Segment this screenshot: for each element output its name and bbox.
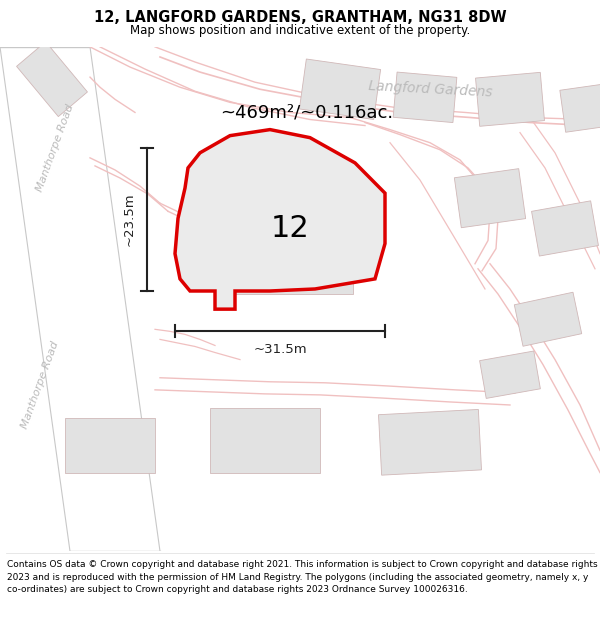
Text: Manthorpe Road: Manthorpe Road [35, 102, 76, 192]
Polygon shape [218, 183, 353, 294]
Polygon shape [393, 72, 457, 122]
Polygon shape [454, 169, 526, 228]
Text: ~31.5m: ~31.5m [253, 343, 307, 356]
Text: 12, LANGFORD GARDENS, GRANTHAM, NG31 8DW: 12, LANGFORD GARDENS, GRANTHAM, NG31 8DW [94, 10, 506, 25]
Polygon shape [479, 351, 541, 398]
Polygon shape [210, 408, 320, 473]
Text: ~23.5m: ~23.5m [122, 192, 136, 246]
Polygon shape [175, 129, 385, 309]
Polygon shape [514, 292, 582, 346]
Polygon shape [0, 47, 160, 551]
Text: Contains OS data © Crown copyright and database right 2021. This information is : Contains OS data © Crown copyright and d… [7, 560, 598, 594]
Polygon shape [17, 42, 88, 117]
Text: Manthorpe Road: Manthorpe Road [20, 340, 61, 430]
Polygon shape [65, 418, 155, 473]
Text: Langford Gardens: Langford Gardens [368, 79, 493, 99]
Polygon shape [532, 201, 598, 256]
Text: Map shows position and indicative extent of the property.: Map shows position and indicative extent… [130, 24, 470, 36]
Text: 12: 12 [271, 214, 310, 243]
Polygon shape [379, 409, 482, 475]
Polygon shape [299, 59, 380, 119]
Polygon shape [476, 72, 544, 126]
Text: ~469m²/~0.116ac.: ~469m²/~0.116ac. [220, 104, 393, 121]
Polygon shape [560, 82, 600, 132]
